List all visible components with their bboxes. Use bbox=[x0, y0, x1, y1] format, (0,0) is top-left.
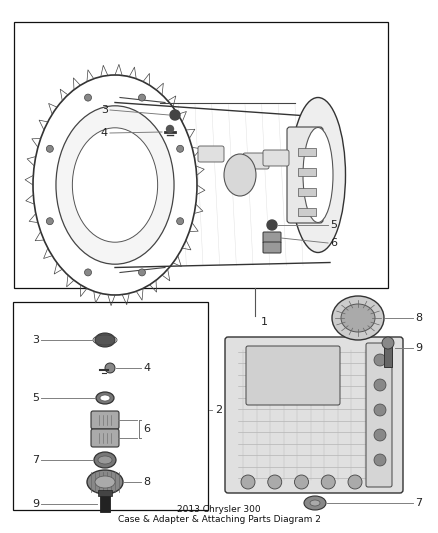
Circle shape bbox=[166, 125, 173, 133]
FancyBboxPatch shape bbox=[263, 242, 281, 253]
Circle shape bbox=[374, 454, 386, 466]
Text: 8: 8 bbox=[143, 477, 150, 487]
Text: 4: 4 bbox=[143, 363, 150, 373]
Circle shape bbox=[177, 217, 184, 225]
Text: 9: 9 bbox=[32, 499, 39, 509]
Circle shape bbox=[267, 220, 277, 230]
Circle shape bbox=[177, 146, 184, 152]
Ellipse shape bbox=[304, 496, 326, 510]
Text: 6: 6 bbox=[143, 424, 150, 434]
Bar bbox=[100, 494, 110, 512]
Bar bbox=[298, 208, 316, 216]
Circle shape bbox=[85, 269, 92, 276]
Text: 2: 2 bbox=[215, 405, 222, 415]
Circle shape bbox=[321, 475, 335, 489]
Ellipse shape bbox=[341, 304, 375, 332]
FancyBboxPatch shape bbox=[263, 232, 281, 243]
Circle shape bbox=[374, 379, 386, 391]
Ellipse shape bbox=[72, 128, 158, 242]
Text: 7: 7 bbox=[32, 455, 39, 465]
Circle shape bbox=[382, 337, 394, 349]
Circle shape bbox=[374, 354, 386, 366]
Ellipse shape bbox=[310, 500, 320, 506]
Ellipse shape bbox=[87, 470, 123, 494]
Ellipse shape bbox=[224, 154, 256, 196]
Circle shape bbox=[46, 146, 53, 152]
Ellipse shape bbox=[332, 296, 384, 340]
FancyBboxPatch shape bbox=[91, 411, 119, 429]
Ellipse shape bbox=[100, 395, 110, 401]
Circle shape bbox=[374, 429, 386, 441]
Text: 4: 4 bbox=[101, 128, 108, 138]
Circle shape bbox=[294, 475, 308, 489]
FancyBboxPatch shape bbox=[287, 127, 323, 223]
FancyBboxPatch shape bbox=[366, 343, 392, 487]
Bar bbox=[384, 345, 392, 367]
Ellipse shape bbox=[33, 75, 197, 295]
Text: 3: 3 bbox=[101, 105, 108, 115]
Circle shape bbox=[138, 94, 145, 101]
Circle shape bbox=[105, 363, 115, 373]
Circle shape bbox=[46, 217, 53, 225]
Bar bbox=[98, 490, 112, 496]
Ellipse shape bbox=[95, 333, 115, 347]
Text: 1: 1 bbox=[261, 317, 268, 327]
Ellipse shape bbox=[290, 98, 346, 253]
Circle shape bbox=[374, 404, 386, 416]
Bar bbox=[14, 22, 388, 288]
Ellipse shape bbox=[95, 476, 115, 488]
Text: 2013 Chrysler 300
Case & Adapter & Attaching Parts Diagram 2: 2013 Chrysler 300 Case & Adapter & Attac… bbox=[117, 505, 321, 524]
FancyBboxPatch shape bbox=[243, 153, 269, 169]
Ellipse shape bbox=[94, 452, 116, 468]
Circle shape bbox=[268, 475, 282, 489]
Text: 9: 9 bbox=[415, 343, 422, 353]
FancyBboxPatch shape bbox=[91, 429, 119, 447]
FancyBboxPatch shape bbox=[263, 150, 289, 166]
Ellipse shape bbox=[98, 456, 112, 464]
Bar bbox=[298, 168, 316, 176]
Ellipse shape bbox=[96, 392, 114, 404]
FancyBboxPatch shape bbox=[246, 346, 340, 405]
Ellipse shape bbox=[56, 106, 174, 264]
Bar bbox=[298, 188, 316, 196]
Text: 5: 5 bbox=[330, 220, 337, 230]
Circle shape bbox=[85, 94, 92, 101]
Ellipse shape bbox=[303, 127, 333, 222]
FancyBboxPatch shape bbox=[198, 146, 224, 162]
Text: 8: 8 bbox=[415, 313, 422, 323]
Circle shape bbox=[138, 269, 145, 276]
Text: 5: 5 bbox=[32, 393, 39, 403]
Text: 7: 7 bbox=[415, 498, 422, 508]
Bar bbox=[298, 148, 316, 156]
Text: 3: 3 bbox=[32, 335, 39, 345]
Circle shape bbox=[348, 475, 362, 489]
Circle shape bbox=[170, 110, 180, 120]
Circle shape bbox=[241, 475, 255, 489]
Bar bbox=[13, 302, 208, 510]
Text: 6: 6 bbox=[330, 238, 337, 248]
FancyBboxPatch shape bbox=[225, 337, 403, 493]
